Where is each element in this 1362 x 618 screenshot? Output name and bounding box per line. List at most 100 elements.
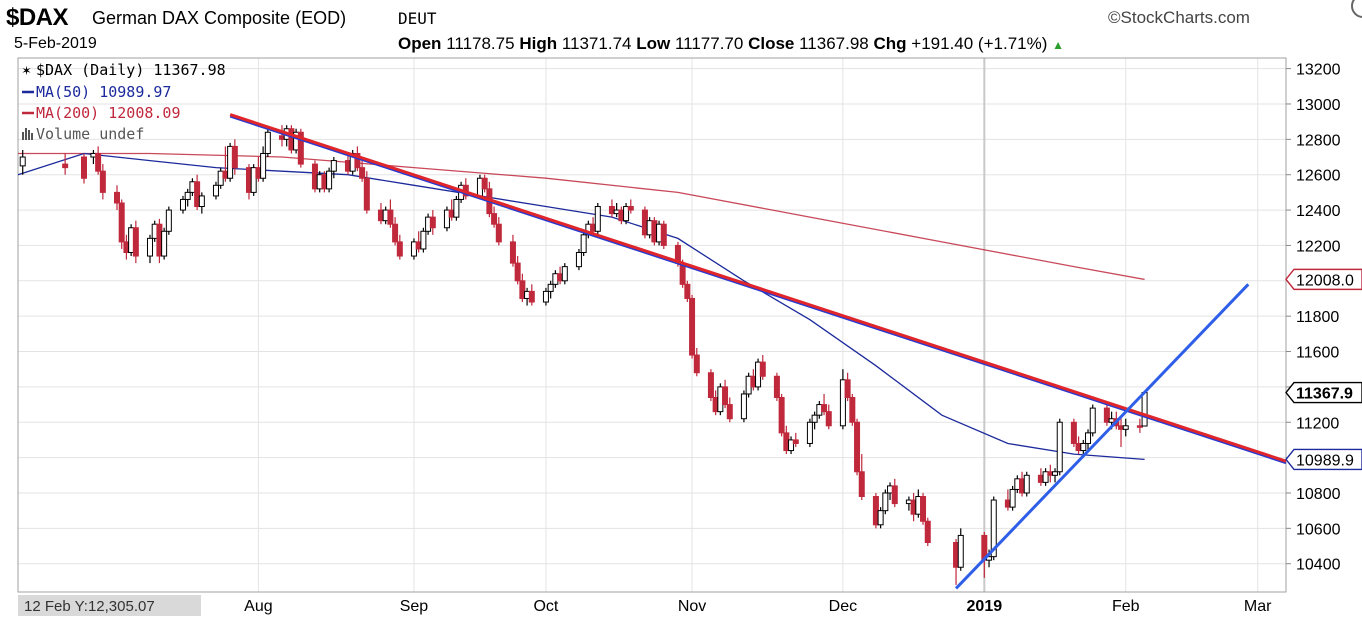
candle [179,195,186,214]
brand-watermark: ©StockCharts.com [1108,8,1250,27]
candle [429,210,436,235]
candle-body [740,393,747,420]
candle-body [806,421,813,444]
candle-body [519,280,526,299]
candle-body [924,520,931,543]
candle [363,171,370,214]
candle [684,280,691,303]
candle [882,489,889,515]
candle [198,192,205,214]
candle-body [1042,471,1049,483]
candle [811,411,818,430]
candle-body [212,184,219,197]
candle [693,347,700,377]
candle [575,248,582,271]
candle-body [957,534,964,568]
y-tick-label: 12200 [1296,238,1341,255]
candle [1042,468,1049,486]
candle-body [693,354,700,374]
candle [528,284,535,306]
candle-body [684,283,691,299]
candle [1052,468,1059,483]
candle [1080,439,1087,455]
candle-body [623,206,630,222]
chg-label: Chg [873,34,907,53]
candle-body [792,439,799,444]
candle [165,206,172,235]
x-tick-label: Sep [400,598,429,615]
candle [491,206,498,228]
candle [420,227,427,253]
candle [759,355,766,380]
candle-body [1023,474,1030,494]
ma200-line [18,152,1145,281]
candle-body [231,145,238,169]
x-tick-label: Aug [244,598,272,615]
candle-body [722,386,729,406]
candle-body [194,181,201,208]
candle [957,528,964,571]
candle [981,531,988,578]
candle-body [392,223,399,243]
candle-body [179,198,186,211]
candle-body [542,290,549,303]
candle-body [858,471,865,498]
candle-body [146,237,153,257]
price-tag-box [1285,381,1362,404]
candle-body [453,198,460,218]
candle-body [250,167,257,193]
x-tick-label: Oct [533,598,558,615]
candle [740,390,747,423]
candles-layer [19,125,1148,585]
exchange-code: DEUT [398,9,437,28]
legend-ma50-label: MA(50) 10989.97 [36,83,171,101]
candle [95,146,102,175]
candle-body [19,156,26,167]
candle-body [778,396,785,434]
candle-body [1070,421,1077,444]
candle-body [330,160,337,172]
coordinate-readout: 12 Feb Y:12,305.07 [24,598,155,615]
candle [722,379,729,409]
candle [627,199,634,214]
candle-body [1056,421,1063,473]
x-tick-label: Dec [829,598,857,615]
candle [359,160,366,182]
ma200-layer [18,152,1145,281]
candle [330,157,337,179]
candle-body [514,262,521,282]
ma50-line [17,152,1145,461]
candle-body [297,131,304,165]
price-tag-label: 10989.9 [1296,452,1354,469]
chart-legend: ✶ $DAX (Daily) 11367.98 MA(50) 10989.97 … [22,61,226,143]
candle-body [1136,425,1143,428]
ohlc-summary: Open 11178.75 High 11371.74 Low 11177.70… [398,34,1064,54]
legend-price-label: $DAX (Daily) 11367.98 [36,61,226,79]
chg-value: +191.40 (+1.71%) [911,34,1048,53]
plot-area [17,57,1287,593]
candle [660,220,667,249]
candle [326,167,333,193]
candle [264,128,271,158]
y-tick-label: 10800 [1296,486,1341,503]
candle-body [547,283,554,292]
candle-body [844,379,851,398]
legend-price-icon: ✶ [22,61,31,79]
candle-body [773,375,780,398]
candle-body [877,510,884,526]
candle-body [95,152,102,172]
candle-body [99,170,106,193]
candle-body [62,163,69,169]
candle [250,164,257,196]
candle-body [849,396,856,423]
candle [1085,429,1092,451]
price-tags: 12008.0 11367.9 10989.9 [1285,268,1362,471]
candle-body [118,202,125,243]
candle-body [561,266,568,282]
candle-body [660,223,667,246]
candle [514,256,521,285]
candle [839,369,846,430]
candle-body [491,213,498,225]
candle [118,199,125,249]
